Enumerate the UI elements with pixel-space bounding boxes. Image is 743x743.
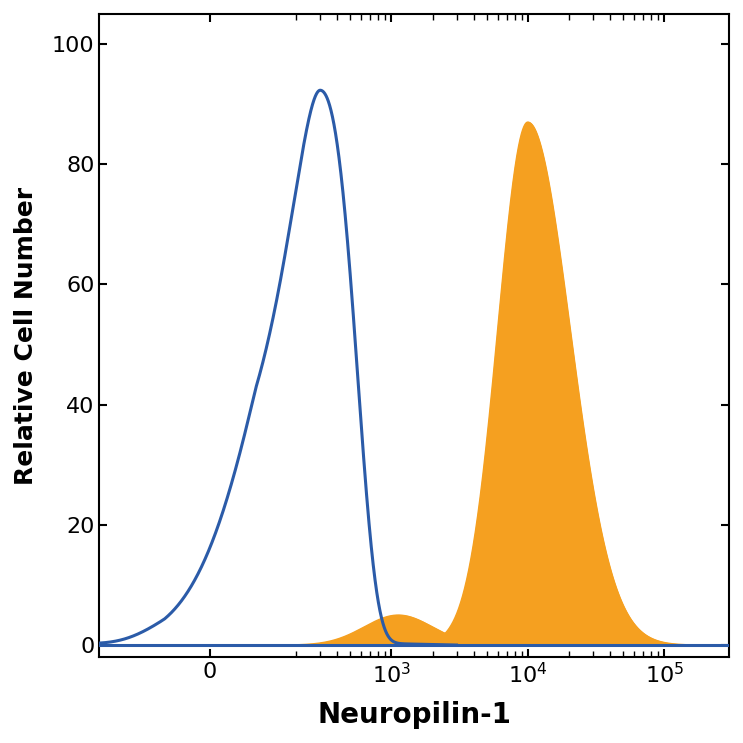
Y-axis label: Relative Cell Number: Relative Cell Number: [14, 186, 38, 484]
X-axis label: Neuropilin-1: Neuropilin-1: [317, 701, 511, 729]
